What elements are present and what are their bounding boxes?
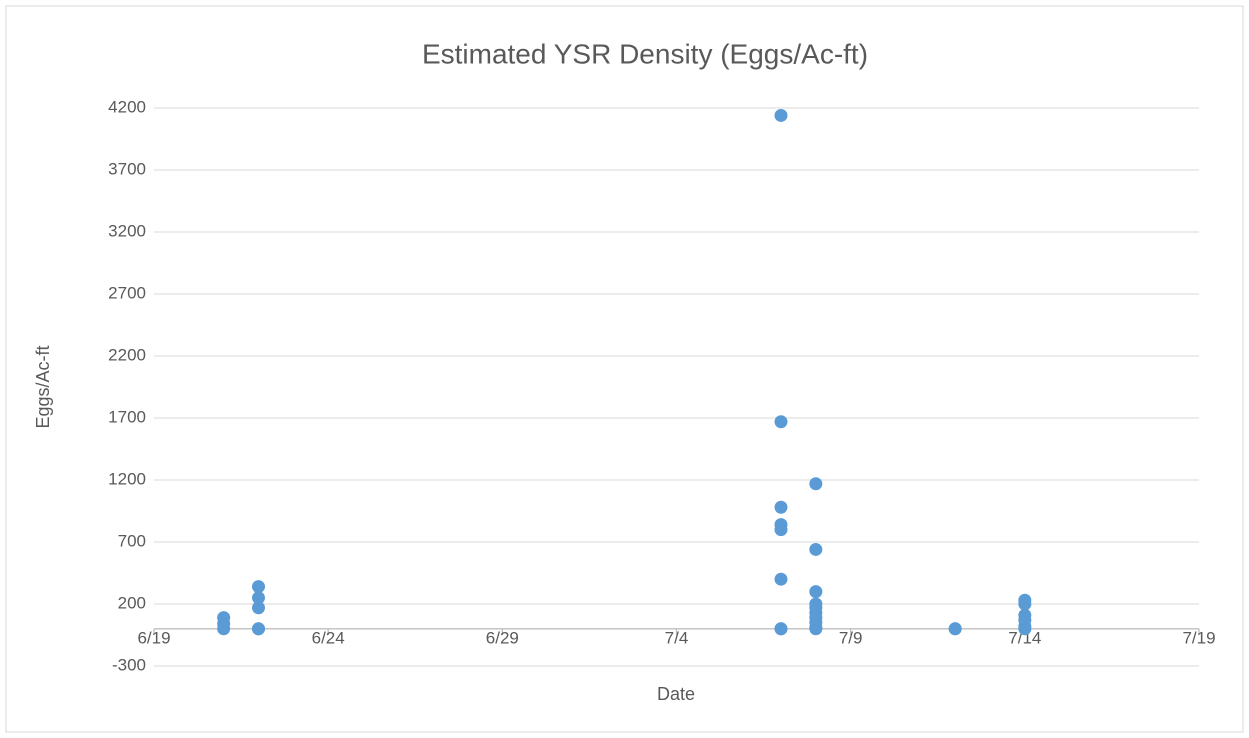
data-point: [809, 477, 823, 491]
data-point: [217, 622, 231, 636]
data-point: [1018, 597, 1032, 611]
y-tick-label: 4200: [108, 97, 146, 116]
data-point: [774, 622, 788, 636]
data-point: [774, 500, 788, 514]
data-point: [774, 415, 788, 429]
x-tick-label: 7/19: [1182, 628, 1215, 647]
chart-frame: [5, 5, 1244, 733]
data-point: [809, 622, 823, 636]
x-tick-label: 7/14: [1008, 628, 1041, 647]
data-point: [774, 572, 788, 586]
y-tick-label: 2200: [108, 345, 146, 364]
data-point: [252, 622, 265, 636]
data-point: [774, 108, 788, 122]
data-point: [252, 591, 265, 605]
y-tick-label: 200: [118, 593, 146, 612]
x-tick-label: 7/4: [665, 628, 689, 647]
chart-title: Estimated YSR Density (Eggs/Ac-ft): [422, 38, 868, 69]
x-tick-label: 6/29: [486, 628, 519, 647]
y-tick-label: 2700: [108, 283, 146, 302]
x-tick-label: 7/9: [839, 628, 863, 647]
y-tick-label: 1700: [108, 407, 146, 426]
y-tick-label: 3200: [108, 221, 146, 240]
data-point: [252, 601, 265, 615]
data-point: [1018, 622, 1032, 636]
data-point: [809, 585, 823, 599]
x-tick-label: 6/19: [137, 628, 170, 647]
data-point: [774, 523, 788, 537]
data-point: [252, 580, 265, 594]
x-tick-label: 6/24: [312, 628, 345, 647]
data-point: [809, 542, 823, 556]
y-tick-label: 1200: [108, 469, 146, 488]
y-axis-label: Eggs/Ac-ft: [33, 345, 53, 428]
y-tick-label: 700: [118, 531, 146, 550]
y-tick-label: -300: [112, 655, 146, 674]
data-point: [948, 622, 962, 636]
y-tick-label: 3700: [108, 159, 146, 178]
x-axis-label: Date: [657, 684, 695, 704]
